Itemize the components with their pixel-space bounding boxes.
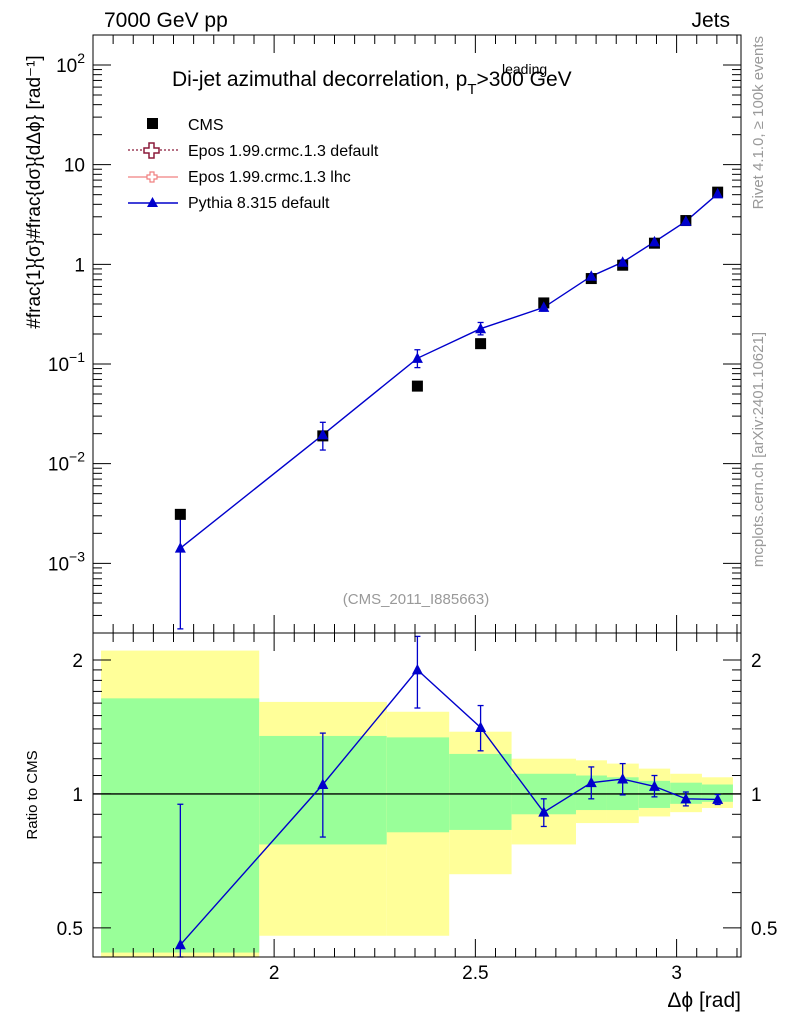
pythia-main-point (538, 301, 550, 312)
ratio-y-axis-label-text: Ratio to CMS (24, 750, 41, 839)
pythia-ratio-point (538, 806, 550, 817)
ratio-frame (92, 632, 742, 958)
pythia-ratio-point (617, 773, 629, 784)
main-y-tick-label: 102 (56, 50, 85, 77)
header-left: 7000 GeV pp (104, 9, 228, 32)
cms-data-point (174, 508, 186, 520)
main-y-tick-label: 10−3 (48, 548, 85, 575)
pythia-ratio-point (317, 778, 329, 790)
legend-label-pythia: Pythia 8.315 default (188, 195, 330, 212)
main-y-axis-label: #frac{1}{σ}#frac{dσ}{dΔϕ} [rad⁻¹] (24, 55, 45, 328)
ratio-y-tick-label: 2 (72, 651, 83, 672)
legend-marker-epos-default (143, 142, 160, 159)
main-y-tick-label: 10−1 (48, 349, 85, 376)
pythia-main-point (680, 215, 692, 226)
chart-title-main: Di-jet azimuthal decorrelation, p (172, 68, 467, 91)
ratio-y-tick-label: 1 (72, 785, 83, 806)
pythia-main-point (585, 270, 597, 281)
ratio-y-tick-label: 0.5 (57, 919, 83, 940)
mcplots-label: mcplots.cern.ch [arXiv:2401.10621] (750, 332, 767, 567)
legend-entry-epos-default: Epos 1.99.crmc.1.3 default (128, 142, 379, 160)
x-axis-label: Δϕ [rad] (667, 989, 741, 1012)
main-y-tick-exp: 2 (77, 50, 85, 66)
main-y-tick-base: 10 (48, 554, 69, 575)
legend-label-cms: CMS (188, 117, 224, 134)
main-y-tick-base: 10 (48, 355, 69, 376)
legend-marker-pythia (147, 197, 158, 207)
main-y-tick-label: 10 (64, 156, 85, 177)
main-y-tick-label: 1 (74, 255, 85, 276)
x-tick-label: 3 (671, 963, 682, 984)
pythia-main-point (317, 428, 329, 440)
pythia-ratio-point (411, 663, 423, 675)
ratio-y-axis-label: Ratio to CMS (24, 750, 41, 839)
ratio-band-inner (701, 784, 733, 802)
pythia-ratio-line (179, 668, 718, 946)
pythia-ratio-point (475, 721, 487, 733)
pythia-ratio-point (680, 792, 692, 804)
pythia-main-point (617, 256, 629, 267)
pythia-main-point (648, 235, 660, 247)
pythia-ratio-point (712, 793, 724, 804)
analysis-watermark: (CMS_2011_I885663) (343, 591, 489, 608)
main-y-tick-exp: −2 (69, 449, 85, 465)
pythia-main-point (174, 542, 186, 553)
legend-marker-epos-lhc (146, 171, 158, 183)
pythia-ratio-point (585, 776, 597, 788)
pythia-main-point (411, 352, 423, 363)
ratio-y-tick-label-right: 0.5 (751, 919, 777, 940)
ratio-y-tick-label-right: 2 (751, 651, 762, 672)
legend-marker-cms (147, 118, 158, 129)
main-y-tick-exp: −3 (69, 548, 85, 564)
ratio-band-inner (386, 737, 450, 833)
cms-data-point (411, 380, 423, 392)
pythia-ratio-point (174, 938, 186, 950)
legend: CMS Epos 1.99.crmc.1.3 default Epos 1.99… (128, 117, 379, 212)
main-y-tick-base: 10 (48, 455, 69, 476)
main-y-tick-label: 10−2 (48, 449, 85, 476)
ratio-plot-marks (93, 635, 741, 958)
pythia-main-point (712, 187, 724, 199)
chart-title-sub: T (467, 81, 476, 98)
pythia-main-line (179, 193, 719, 549)
ratio-panel: 0.5 0.5 1 1 2 2 2 2.5 3 Ratio to CMS Δϕ [rad] (24, 632, 777, 1012)
legend-entry-epos-lhc: Epos 1.99.crmc.1.3 lhc (128, 169, 351, 186)
legend-entry-cms: CMS (147, 117, 224, 134)
legend-label-epos-lhc: Epos 1.99.crmc.1.3 lhc (188, 169, 351, 186)
main-y-axis-label-text: #frac{1}{σ}#frac{dσ}{dΔϕ} [rad⁻¹] (24, 55, 45, 328)
ratio-y-tick-label-right: 1 (751, 785, 762, 806)
ratio-band-inner (449, 753, 512, 830)
legend-label-epos-default: Epos 1.99.crmc.1.3 default (188, 143, 379, 160)
main-y-tick-exp: −1 (69, 349, 85, 365)
rivet-label: Rivet 4.1.0, ≥ 100k events (750, 36, 767, 209)
main-plot-marks (174, 186, 724, 630)
x-tick-label: 2.5 (462, 963, 488, 984)
ratio-axis-ticks: 0.5 0.5 1 1 2 2 2 2.5 3 (57, 633, 777, 984)
legend-entry-pythia: Pythia 8.315 default (128, 195, 330, 212)
pythia-main-point (475, 322, 487, 334)
chart-title-sup: leading (502, 61, 547, 77)
main-y-tick-base: 10 (56, 56, 77, 77)
chart-title: Di-jet azimuthal decorrelation, pT>300 G… (172, 68, 572, 98)
x-tick-label: 2 (269, 963, 280, 984)
cms-data-point (475, 338, 487, 350)
chart-title-tail: >300 GeV (476, 68, 571, 91)
header-right: Jets (691, 9, 730, 32)
pythia-ratio-point (648, 780, 660, 791)
